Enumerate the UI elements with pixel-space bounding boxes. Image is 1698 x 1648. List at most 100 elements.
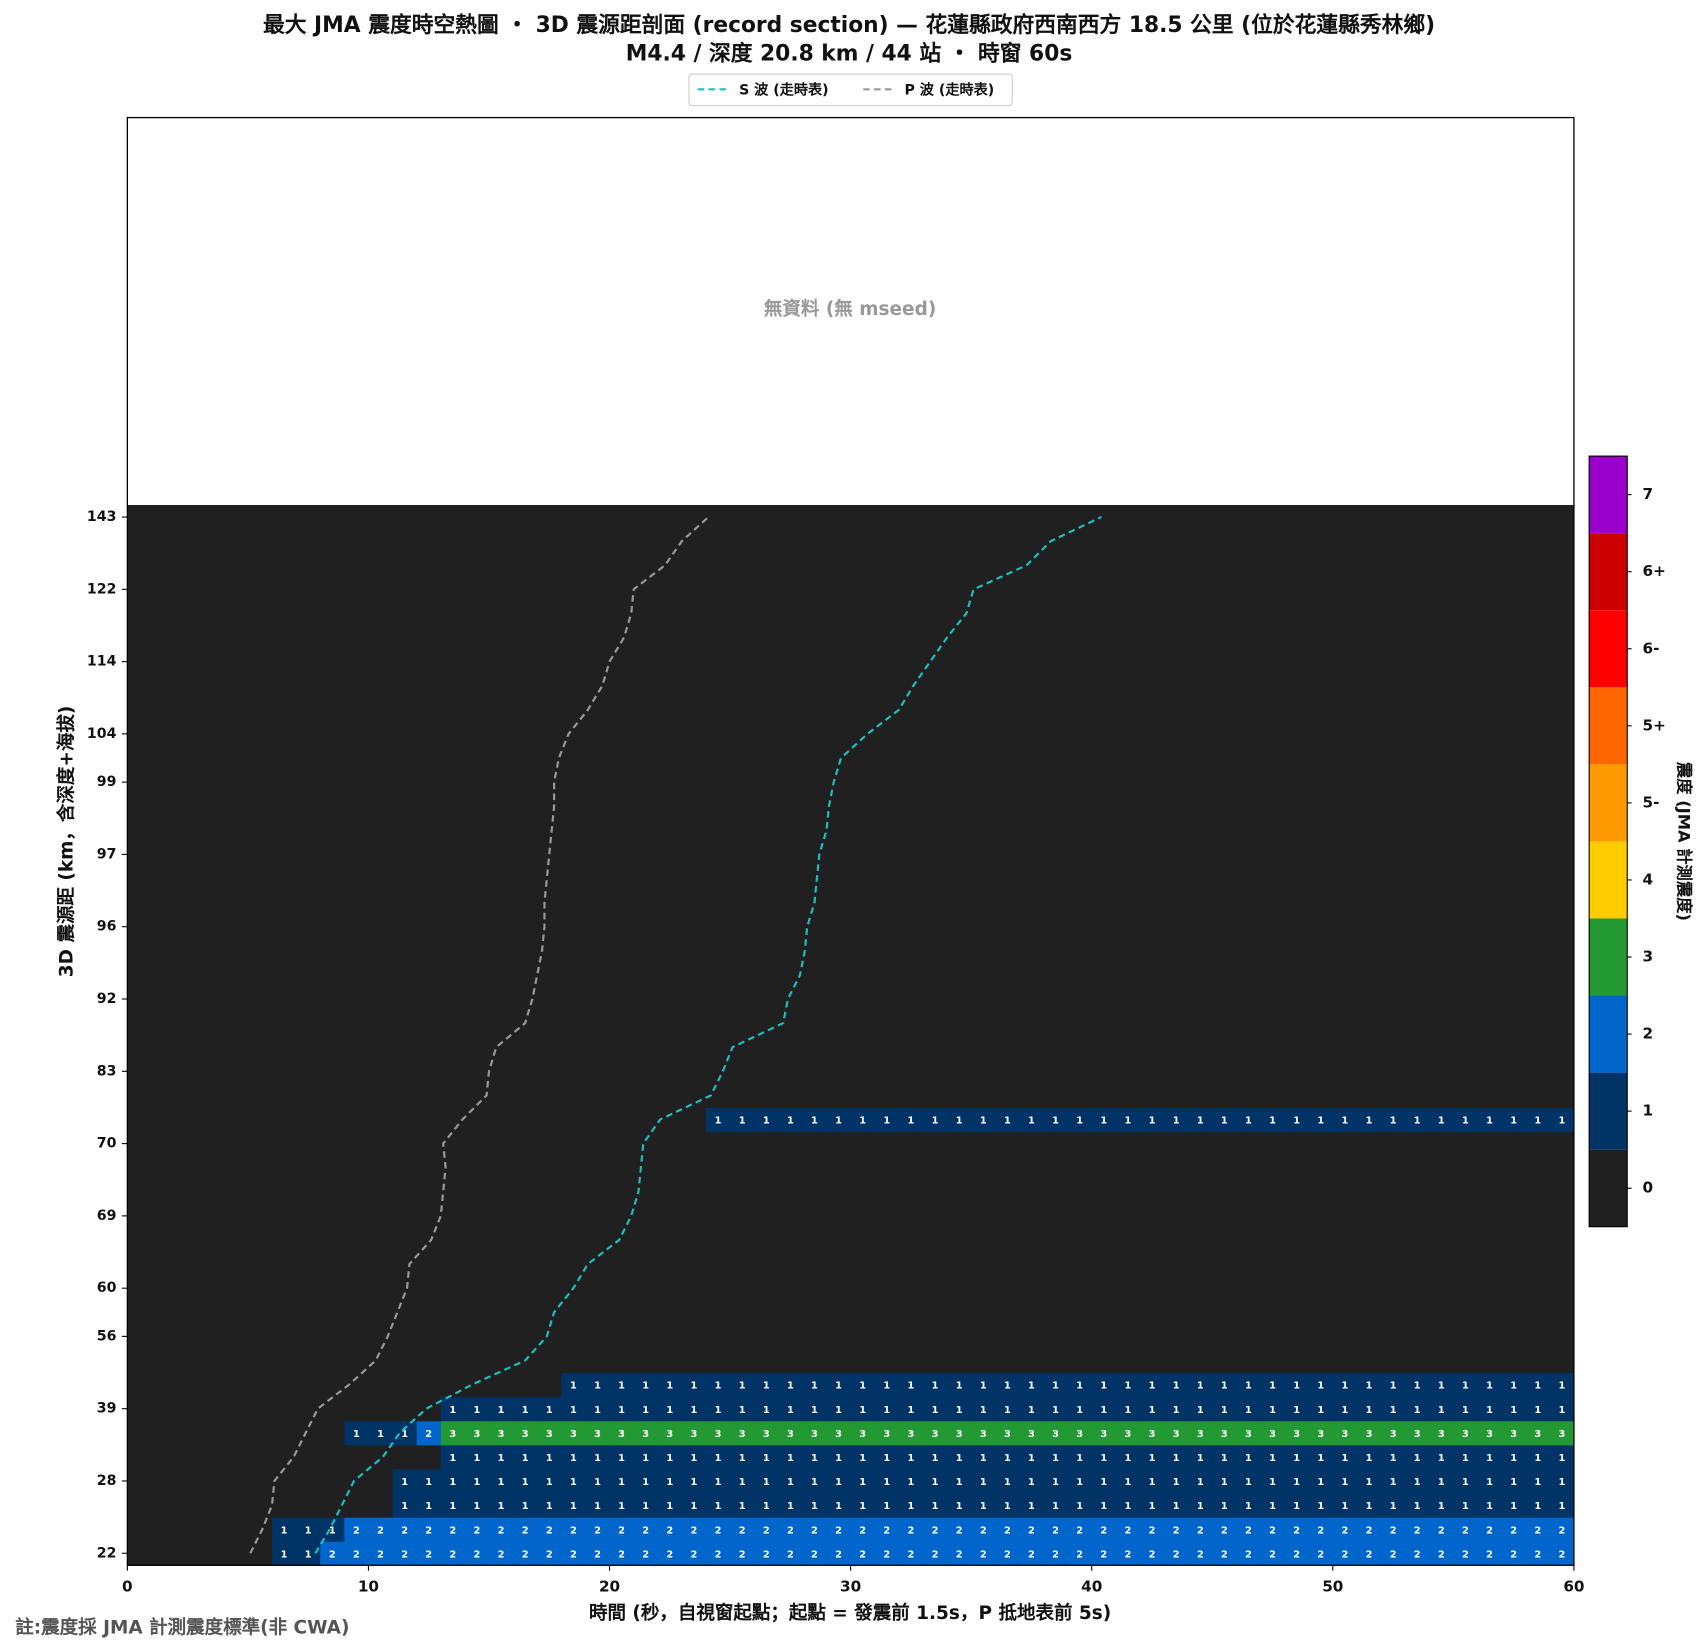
heat-cell — [730, 1300, 755, 1325]
heat-cell — [995, 697, 1020, 723]
cell-label: 1 — [1245, 1501, 1252, 1512]
heat-cell — [368, 1348, 394, 1374]
heat-cell — [537, 504, 562, 530]
heat-cell — [344, 1179, 369, 1205]
heat-cell — [1356, 1300, 1382, 1325]
cell-label: 1 — [474, 1405, 481, 1416]
cell-label: 2 — [618, 1549, 625, 1560]
heat-cell — [874, 986, 900, 1012]
heat-cell — [1043, 914, 1069, 940]
heat-cell — [1164, 914, 1189, 940]
heat-cell — [922, 1396, 948, 1422]
heat-cell — [488, 1155, 514, 1181]
heat-cell — [537, 914, 562, 940]
heat-cell — [175, 986, 201, 1012]
heat-cell — [247, 673, 273, 699]
heat-cell — [1332, 1348, 1358, 1374]
heat-cell — [1067, 625, 1093, 651]
heat-cell — [1549, 818, 1575, 843]
heat-cell — [464, 1420, 490, 1446]
heat-cell — [368, 986, 394, 1012]
heat-cell — [1501, 986, 1527, 1012]
heat-cell — [1429, 818, 1454, 843]
cell-label: 3 — [1438, 1429, 1445, 1440]
heat-cell — [705, 504, 731, 530]
heat-cell — [344, 1468, 369, 1494]
heat-cell — [1356, 577, 1382, 602]
heat-cell — [1501, 625, 1527, 651]
heat-cell — [1284, 1155, 1310, 1181]
heat-cell — [1115, 1059, 1141, 1084]
cell-label: 3 — [1124, 1429, 1131, 1440]
heat-cell — [850, 529, 876, 554]
heat-cell — [296, 1348, 321, 1374]
heat-cell — [657, 1083, 683, 1108]
heat-cell — [947, 1420, 972, 1446]
heat-cell — [1236, 1396, 1262, 1422]
heat-cell — [1188, 1179, 1213, 1205]
heat-cell — [1284, 1300, 1310, 1325]
heat-cell — [1501, 1420, 1527, 1446]
heat-cell — [1260, 986, 1286, 1012]
heat-cell — [802, 745, 828, 771]
cell-label: 3 — [666, 1429, 673, 1440]
heat-cell — [922, 1131, 948, 1157]
heat-cell — [802, 1131, 828, 1157]
heat-cell — [1308, 1011, 1334, 1036]
heat-cell — [609, 1059, 635, 1084]
cell-label: 1 — [546, 1453, 553, 1464]
heat-cell — [1429, 1252, 1454, 1277]
heat-cell — [464, 1300, 490, 1325]
heat-cell — [754, 1300, 779, 1325]
cell-label: 1 — [1269, 1453, 1276, 1464]
cell-label: 1 — [835, 1477, 842, 1488]
heat-cell — [416, 1541, 442, 1566]
heat-cell — [922, 745, 948, 771]
heat-cell — [947, 1372, 972, 1398]
heat-cell — [657, 553, 683, 578]
heat-cell — [1091, 794, 1117, 819]
heat-cell — [127, 673, 153, 699]
heat-cell — [1115, 504, 1141, 530]
heat-cell — [1164, 1155, 1189, 1181]
heat-cell — [1019, 1179, 1045, 1205]
heat-cell — [995, 1396, 1020, 1422]
heat-cell — [947, 577, 972, 602]
heat-cell — [1405, 601, 1430, 627]
heat-cell — [585, 794, 611, 819]
heat-cell — [681, 1468, 707, 1494]
heat-cell — [1212, 770, 1237, 795]
heat-cell — [1019, 1396, 1045, 1422]
heat-cell — [537, 1179, 562, 1205]
heat-cell — [1139, 1468, 1165, 1494]
heat-cell — [368, 1203, 394, 1229]
cell-label: 1 — [835, 1453, 842, 1464]
heat-cell — [464, 1035, 490, 1060]
heat-cell — [1188, 1059, 1213, 1084]
heat-cell — [1308, 1300, 1334, 1325]
cell-label: 1 — [1414, 1381, 1421, 1392]
heat-cell — [247, 962, 273, 988]
heat-cell — [1525, 625, 1551, 651]
heat-cell — [1019, 1444, 1045, 1470]
cell-label: 2 — [1534, 1525, 1541, 1536]
heat-cell — [1308, 1107, 1334, 1133]
heat-cell — [1091, 1300, 1117, 1325]
heat-cell — [826, 1444, 852, 1470]
heat-cell — [1356, 601, 1382, 627]
heat-cell — [802, 601, 828, 627]
cell-label: 1 — [546, 1405, 553, 1416]
heat-cell — [561, 1420, 586, 1446]
heat-cell — [1043, 529, 1069, 554]
heat-cell — [1453, 1203, 1479, 1229]
cell-label: 2 — [570, 1525, 577, 1536]
heat-cell — [826, 1468, 852, 1494]
heat-cell — [1139, 721, 1165, 747]
heat-cell — [513, 1372, 538, 1398]
heat-cell — [416, 938, 442, 964]
heat-cell — [537, 1324, 562, 1349]
heat-cell — [922, 890, 948, 916]
heat-cell — [633, 504, 659, 530]
heat-cell — [1043, 745, 1069, 771]
